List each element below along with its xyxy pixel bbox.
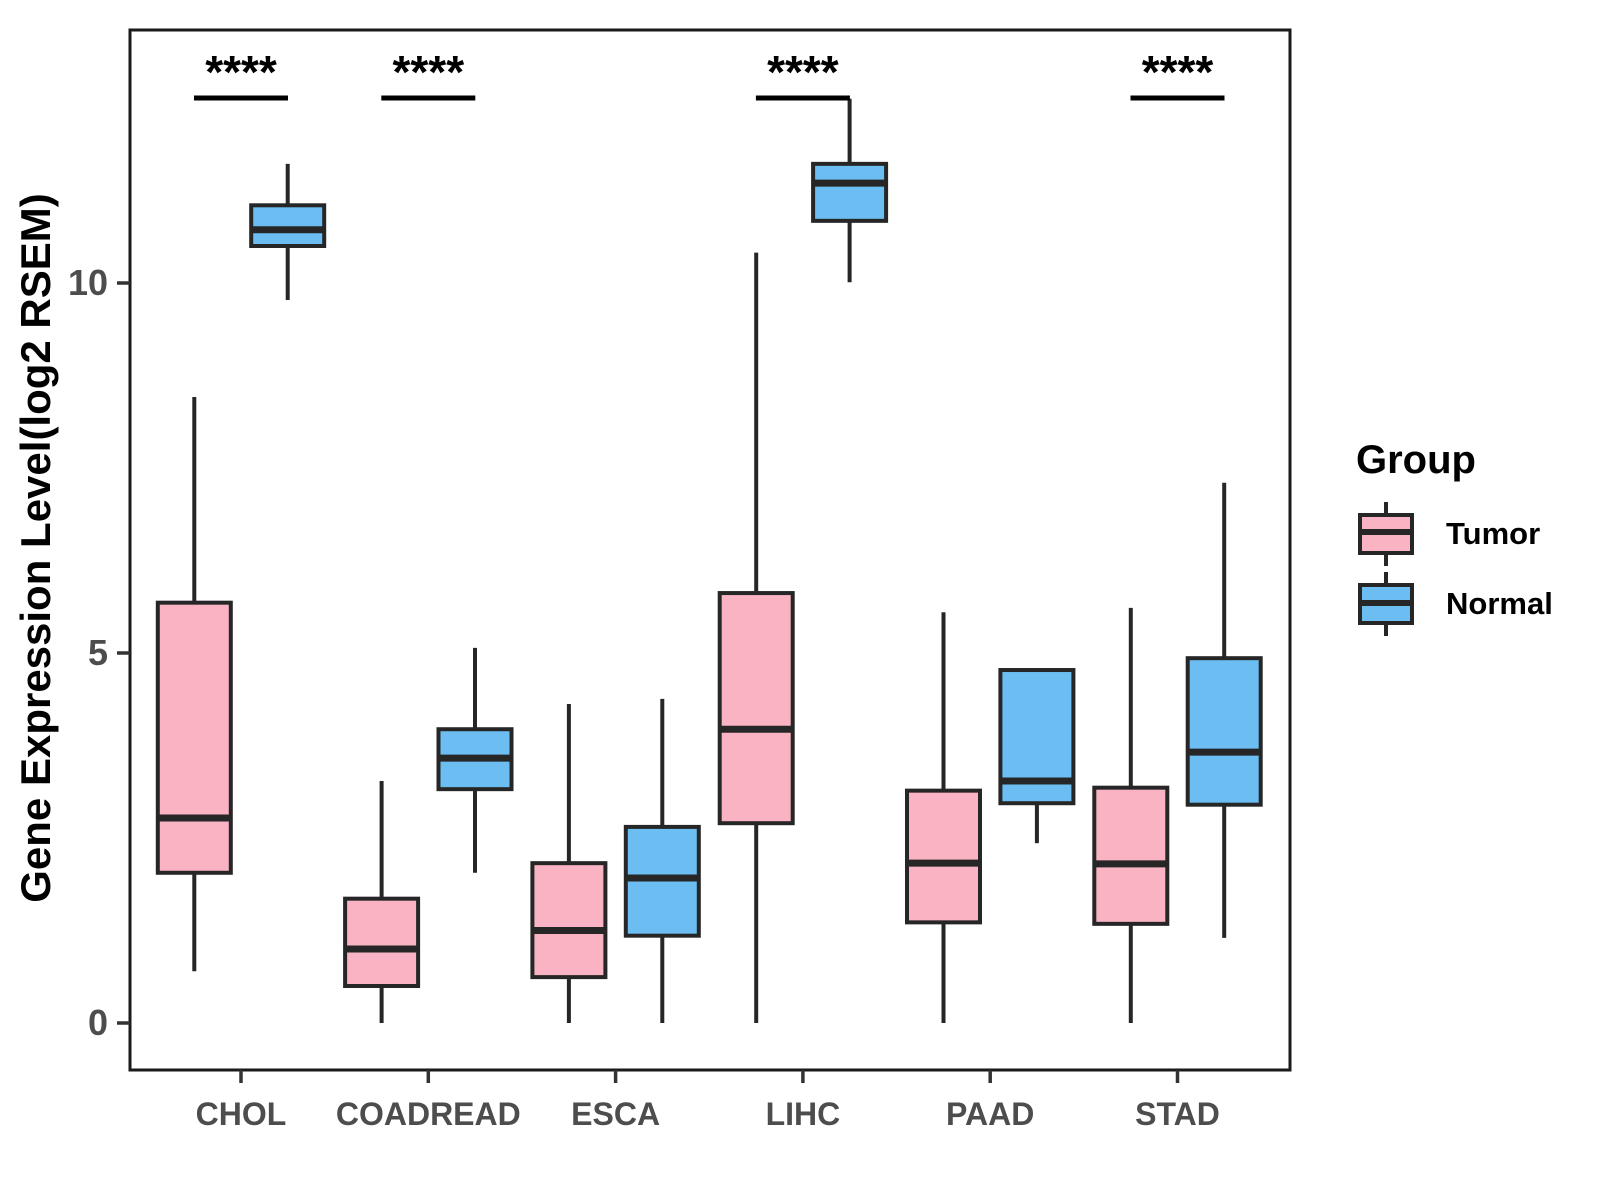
- plot-area: 0 5 10 CHOL COADREAD ESCA LIHC PAAD STAD **** ****…: [68, 28, 1292, 1132]
- x-tick-label-esca: ESCA: [571, 1096, 660, 1132]
- x-tick-label-coadread: COADREAD: [336, 1096, 521, 1132]
- box-paad-tumor: [905, 788, 982, 925]
- box-stad-normal: [1185, 656, 1263, 807]
- legend: Group Tumor Normal: [1350, 438, 1590, 639]
- legend-entry-normal: Normal: [1350, 569, 1590, 639]
- significance-label-chol: ****: [205, 46, 277, 98]
- box-chol-tumor: [155, 600, 233, 875]
- x-tick-label-stad: STAD: [1135, 1096, 1220, 1132]
- y-tick-label-10: 10: [68, 262, 108, 303]
- significance-label-lihc: ****: [767, 46, 839, 98]
- legend-label-normal: Normal: [1446, 586, 1553, 621]
- y-tick-label-0: 0: [88, 1002, 108, 1043]
- box-lihc-tumor: [717, 591, 795, 826]
- y-tick-label-5: 5: [88, 632, 108, 673]
- x-tick-label-paad: PAAD: [946, 1096, 1034, 1132]
- box-lihc-normal: [811, 161, 889, 223]
- normal-boxplot-key-icon: [1358, 572, 1414, 636]
- legend-label-tumor: Tumor: [1446, 516, 1541, 551]
- x-tick-label-lihc: LIHC: [766, 1096, 841, 1132]
- box-esca-tumor: [530, 861, 608, 980]
- y-axis-title: Gene Expression Level(log2 RSEM): [12, 193, 59, 903]
- box-stad-tumor: [1092, 785, 1170, 926]
- box-coadread-tumor: [343, 896, 421, 988]
- significance-label-coadread: ****: [392, 46, 464, 98]
- tumor-boxplot-key-icon: [1358, 502, 1414, 566]
- significance-label-stad: ****: [1142, 46, 1214, 98]
- panel-border: [128, 28, 1292, 1072]
- legend-entry-tumor: Tumor: [1350, 499, 1590, 569]
- x-tick-label-chol: CHOL: [196, 1096, 287, 1132]
- box-chol-normal: [249, 203, 327, 249]
- legend-title: Group: [1356, 438, 1476, 482]
